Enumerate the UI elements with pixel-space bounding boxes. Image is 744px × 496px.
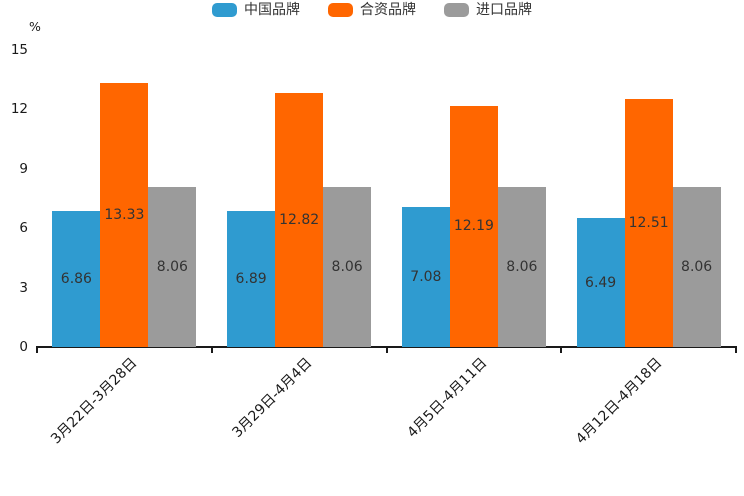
legend-label: 合资品牌 xyxy=(360,2,416,18)
bar-进口品牌 xyxy=(497,187,546,347)
y-axis-tick-label: 0 xyxy=(19,339,28,355)
x-axis-tick xyxy=(210,348,213,353)
bar-中国品牌 xyxy=(52,211,101,347)
bar-value-label: 7.08 xyxy=(410,268,442,285)
bar-value-label: 8.06 xyxy=(681,259,713,276)
x-axis-tick xyxy=(735,348,737,353)
bar-value-label: 12.82 xyxy=(279,212,320,229)
legend-label: 进口品牌 xyxy=(476,2,532,18)
bar-合资品牌 xyxy=(100,83,149,347)
y-axis-unit-label: % xyxy=(29,19,41,34)
legend-swatch-icon xyxy=(212,3,237,17)
bar-value-label: 13.33 xyxy=(104,207,145,224)
bar-value-label: 8.06 xyxy=(506,259,538,276)
x-axis-tick xyxy=(36,348,38,353)
y-axis-tick-label: 6 xyxy=(19,220,28,237)
bar-进口品牌 xyxy=(148,187,197,347)
bar-合资品牌 xyxy=(449,105,498,347)
bar-value-label: 6.49 xyxy=(585,274,617,291)
x-axis-tick xyxy=(385,348,388,353)
y-axis-tick-label: 9 xyxy=(19,160,28,177)
chart-legend: 中国品牌 合资品牌 进口品牌 xyxy=(0,0,744,20)
bar-中国品牌 xyxy=(576,218,625,347)
bar-value-label: 12.19 xyxy=(453,218,494,235)
x-axis-label: 4月5日-4月11日 xyxy=(404,355,491,441)
bar-value-label: 6.86 xyxy=(60,271,92,288)
y-axis-tick-label: 15 xyxy=(10,42,28,58)
x-axis-label: 4月12日-4月18日 xyxy=(572,355,665,448)
legend-swatch-icon xyxy=(444,3,469,17)
bar-value-label: 8.06 xyxy=(156,259,188,276)
bar-value-label: 12.51 xyxy=(628,215,669,232)
y-axis-tick-label: 3 xyxy=(19,279,28,296)
y-axis-tick-label: 12 xyxy=(10,101,28,118)
bar-合资品牌 xyxy=(624,99,673,347)
x-axis-label: 3月29日-4月4日 xyxy=(229,355,316,441)
legend-item-中国品牌[interactable]: 中国品牌 xyxy=(212,3,300,17)
bar-value-label: 6.89 xyxy=(235,270,267,287)
bar-合资品牌 xyxy=(275,93,324,347)
legend-swatch-icon xyxy=(328,3,353,17)
x-axis-label: 3月22日-3月28日 xyxy=(48,355,141,448)
legend-item-进口品牌[interactable]: 进口品牌 xyxy=(444,3,532,17)
bar-进口品牌 xyxy=(323,187,372,347)
legend-label: 中国品牌 xyxy=(244,2,300,18)
bar-中国品牌 xyxy=(227,210,276,347)
x-axis-line xyxy=(36,346,737,348)
bar-value-label: 8.06 xyxy=(331,259,363,276)
bar-中国品牌 xyxy=(401,206,450,347)
x-axis-tick xyxy=(560,348,563,353)
bar-进口品牌 xyxy=(672,187,721,347)
legend-item-合资品牌[interactable]: 合资品牌 xyxy=(328,3,416,17)
